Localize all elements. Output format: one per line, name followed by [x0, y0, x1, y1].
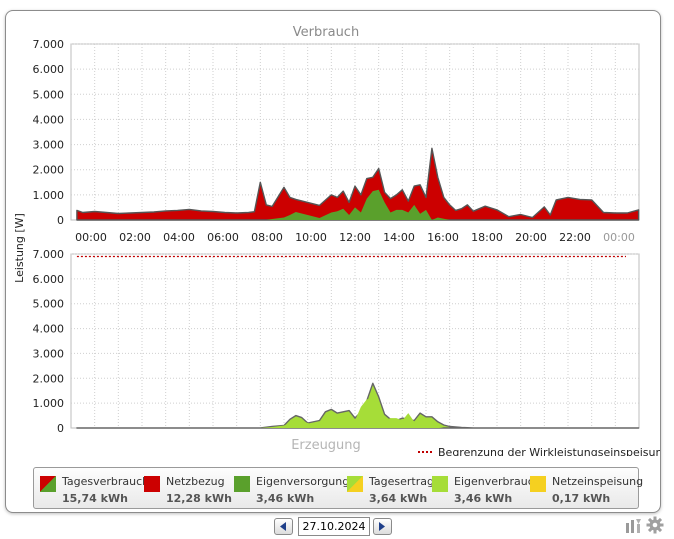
chart-panel: 0 1.000 2.000 3.000 4.000 5.000 6.000 7.000 0 1.0… — [5, 10, 661, 513]
sort-icon[interactable] — [624, 517, 642, 535]
triangle-right-icon — [379, 522, 385, 531]
bottom-y-tick-label: 4.000 — [33, 323, 65, 336]
limit-line-legend: Begrenzung der Wirkleistungseinspeisung — [418, 446, 660, 456]
triangle-left-icon — [280, 522, 286, 531]
legend-value: 15,74 kWh — [62, 492, 128, 505]
x-tick-label: 08:00 — [251, 231, 283, 244]
x-tick-label: 00:00 — [603, 231, 635, 244]
next-day-button[interactable] — [373, 518, 392, 535]
split-green-yellow-icon — [347, 476, 363, 492]
consumption-areas — [76, 147, 640, 221]
top-y-tick-label: 6.000 — [33, 63, 65, 76]
legend-label: Eigenversorgung — [256, 475, 350, 488]
legend-value: 0,17 kWh — [552, 492, 611, 505]
chart-svg: 0 1.000 2.000 3.000 4.000 5.000 6.000 7.000 0 1.0… — [13, 25, 660, 456]
x-tick-label: 12:00 — [339, 231, 371, 244]
grid-bottom — [70, 253, 640, 429]
legend-label: Netzeinspeisung — [552, 475, 644, 488]
axes: 0 1.000 2.000 3.000 4.000 5.000 6.000 7.000 0 1.0… — [33, 38, 635, 435]
gear-icon[interactable] — [646, 516, 664, 534]
x-tick-label: 00:00 — [75, 231, 107, 244]
bottom-y-tick-label: 7.000 — [33, 248, 65, 261]
bottom-y-tick-label: 0 — [57, 422, 64, 435]
chart-title-verbrauch: Verbrauch — [293, 25, 359, 40]
bottom-y-tick-label: 6.000 — [33, 273, 65, 286]
limit-line-label: Begrenzung der Wirkleistungseinspeisung — [438, 446, 660, 456]
legend-label: Netzbezug — [166, 475, 225, 488]
top-y-tick-label: 0 — [57, 214, 64, 227]
y-axis-label: Leistung [W] — [13, 213, 26, 283]
x-tick-label: 16:00 — [427, 231, 459, 244]
x-tick-label: 04:00 — [163, 231, 195, 244]
x-tick-label: 06:00 — [207, 231, 239, 244]
top-y-tick-label: 5.000 — [33, 88, 65, 101]
x-tick-label: 02:00 — [119, 231, 151, 244]
legend-value: 3,46 kWh — [256, 492, 315, 505]
bottom-y-tick-label: 5.000 — [33, 298, 65, 311]
x-tick-label: 14:00 — [383, 231, 415, 244]
legend-value: 3,64 kWh — [369, 492, 428, 505]
x-tick-label: 10:00 — [295, 231, 327, 244]
top-y-tick-label: 7.000 — [33, 38, 65, 51]
x-tick-label: 22:00 — [559, 231, 591, 244]
legend: Tagesverbrauch 15,74 kWh Netzbezug 12,28 kW… — [33, 467, 643, 509]
top-y-tick-label: 4.000 — [33, 113, 65, 126]
chart-title-erzeugung: Erzeugung — [291, 438, 361, 453]
square-icon — [530, 476, 546, 492]
generation-areas — [76, 255, 640, 429]
legend-label: Tagesertrag — [369, 475, 434, 488]
bottom-y-tick-label: 2.000 — [33, 372, 65, 385]
top-y-tick-label: 2.000 — [33, 164, 65, 177]
area-eigenversorgung — [76, 189, 639, 220]
split-red-green-icon — [40, 476, 56, 492]
top-y-tick-label: 1.000 — [33, 189, 65, 202]
legend-value: 12,28 kWh — [166, 492, 232, 505]
square-icon — [234, 476, 250, 492]
square-icon — [432, 476, 448, 492]
area-tagesverbrauch — [76, 147, 640, 221]
top-y-tick-label: 3.000 — [33, 139, 65, 152]
legend-label: Eigenverbrauch — [454, 475, 541, 488]
tool-icons — [624, 516, 668, 536]
bottom-y-tick-label: 3.000 — [33, 347, 65, 360]
x-tick-label: 18:00 — [471, 231, 503, 244]
date-input[interactable] — [298, 517, 370, 536]
bottom-y-tick-label: 1.000 — [33, 397, 65, 410]
area-eigenverbrauch — [76, 398, 639, 428]
legend-value: 3,46 kWh — [454, 492, 513, 505]
square-icon — [144, 476, 160, 492]
x-tick-label: 20:00 — [515, 231, 547, 244]
legend-label: Tagesverbrauch — [62, 475, 150, 488]
previous-day-button[interactable] — [274, 518, 293, 535]
